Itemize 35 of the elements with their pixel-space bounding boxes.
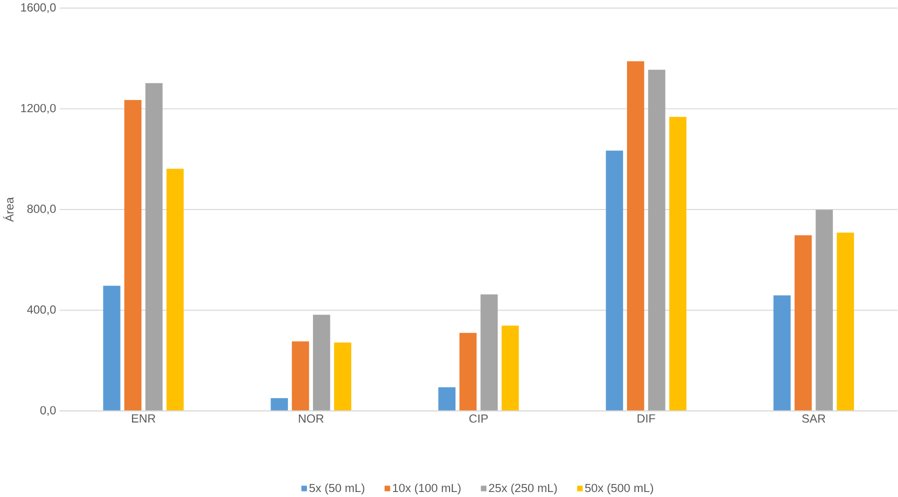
bar: [438, 387, 456, 411]
bar: [836, 232, 854, 411]
bar: [124, 100, 142, 411]
bar: [270, 398, 288, 411]
bar: [773, 295, 791, 411]
bar: [312, 314, 330, 411]
bar: [334, 342, 352, 411]
bar: [627, 61, 644, 411]
y-tick-label: 400,0: [27, 305, 56, 315]
bar: [669, 116, 686, 411]
legend-label: 10x (100 mL): [393, 483, 461, 494]
bar: [480, 294, 498, 411]
x-tick-label: ENR: [132, 414, 156, 422]
bar: [459, 332, 477, 411]
legend-label: 25x (250 mL): [488, 483, 557, 494]
legend-label: 5x (50 mL): [309, 483, 364, 494]
y-tick-label: 0,0: [40, 406, 56, 416]
bar: [103, 286, 120, 411]
x-tick-label: DIF: [638, 414, 656, 422]
x-tick-label: CIP: [469, 414, 488, 422]
bar: [648, 70, 666, 411]
bar: [606, 150, 624, 411]
bar: [502, 325, 519, 411]
y-axis-title: Área: [3, 196, 14, 222]
legend-label: 50x (500 mL): [585, 483, 654, 494]
x-tick-label: NOR: [298, 414, 324, 422]
bar: [145, 82, 163, 411]
x-tick-label: SAR: [802, 414, 826, 422]
y-tick-label: 800,0: [27, 204, 56, 214]
bar: [292, 341, 310, 411]
y-tick-label: 1600,0: [21, 3, 56, 13]
bar: [794, 235, 812, 411]
bar: [816, 210, 833, 411]
y-tick-label: 1200,0: [21, 104, 56, 114]
bar: [166, 168, 184, 411]
